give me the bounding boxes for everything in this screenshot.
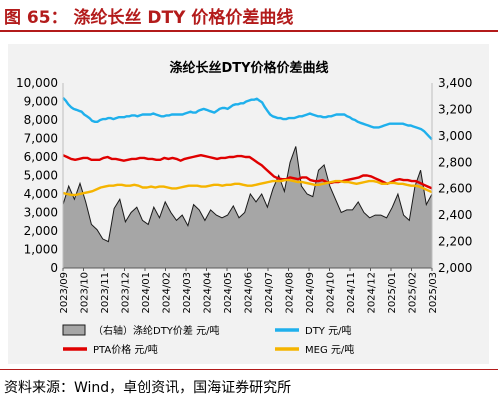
x-tick-label: 2024/09: [305, 272, 316, 314]
left-tick-label: 3,000: [24, 206, 58, 220]
left-tick-label: 9,000: [24, 95, 58, 109]
series-line-2: [62, 153, 433, 190]
x-tick-label: 2024/10: [326, 272, 337, 314]
legend-label-pta: PTA价格 元/吨: [93, 343, 158, 356]
series-line-3: [62, 178, 433, 197]
right-tick-label: 2,200: [438, 235, 472, 249]
legend-swatch-spread: [62, 324, 86, 336]
x-tick-label: 2025/02: [408, 272, 419, 314]
axes: 0 1,000 2,000 3,000 4,000 5,000 6,000 7,000 8,00…: [16, 76, 472, 314]
x-tick-label: 2024/12: [367, 272, 378, 314]
right-tick-label: 3,000: [438, 129, 472, 143]
x-tick-label: 2024/03: [182, 272, 193, 314]
x-tick-label: 2025/01: [387, 272, 398, 314]
right-tick-label: 3,200: [438, 102, 472, 116]
series-line-1: [62, 96, 433, 141]
legend-label-dty: DTY 元/吨: [305, 324, 351, 337]
x-tick-label: 2024/05: [223, 272, 234, 314]
x-tick-label: 2025/03: [428, 272, 439, 314]
source-note: 资料来源：Wind，卓创资讯，国海证券研究所: [4, 380, 292, 396]
right-tick-label: 2,000: [438, 261, 472, 275]
right-tick-label: 2,800: [438, 155, 472, 169]
legend: （右轴）涤纶DTY价差 元/吨 DTY 元/吨 PTA价格 元/吨 MEG 元/吨: [62, 324, 354, 356]
legend-label-spread: （右轴）涤纶DTY价差 元/吨: [93, 324, 219, 337]
left-tick-label: 4,000: [24, 187, 58, 201]
x-tick-label: 2023/09: [59, 272, 70, 314]
right-tick-label: 3,400: [438, 76, 472, 90]
left-tick-label: 1,000: [24, 243, 58, 257]
left-tick-label: 7,000: [24, 132, 58, 146]
left-tick-label: 6,000: [24, 150, 58, 164]
right-tick-label: 2,600: [438, 182, 472, 196]
x-tick-label: 2023/10: [80, 272, 91, 314]
left-tick-label: 5,000: [24, 169, 58, 183]
left-tick-label: 2,000: [24, 224, 58, 238]
left-tick-label: 0: [50, 261, 58, 275]
x-tick-label: 2024/08: [285, 272, 296, 314]
x-tick-label: 2024/11: [346, 272, 357, 314]
x-tick-label: 2024/06: [244, 272, 255, 314]
right-tick-label: 2,400: [438, 208, 472, 222]
figure-title: 图 65： 涤纶长丝 DTY 价格价差曲线: [4, 8, 294, 28]
left-tick-label: 10,000: [16, 76, 58, 90]
title-rule: [0, 30, 498, 32]
x-tick-label: 2023/11: [100, 272, 111, 314]
x-tick-label: 2023/12: [121, 272, 132, 314]
x-tick-label: 2024/04: [203, 272, 214, 314]
plot-area: [62, 96, 433, 269]
legend-label-meg: MEG 元/吨: [305, 343, 354, 356]
x-tick-label: 2024/07: [264, 272, 275, 314]
x-tick-label: 2024/01: [141, 272, 152, 314]
left-tick-label: 8,000: [24, 113, 58, 127]
series-spread-area: [62, 146, 433, 269]
footer-rule: [0, 369, 498, 370]
chart-title: 涤纶长丝DTY价格价差曲线: [169, 60, 328, 76]
x-tick-label: 2024/02: [162, 272, 173, 314]
